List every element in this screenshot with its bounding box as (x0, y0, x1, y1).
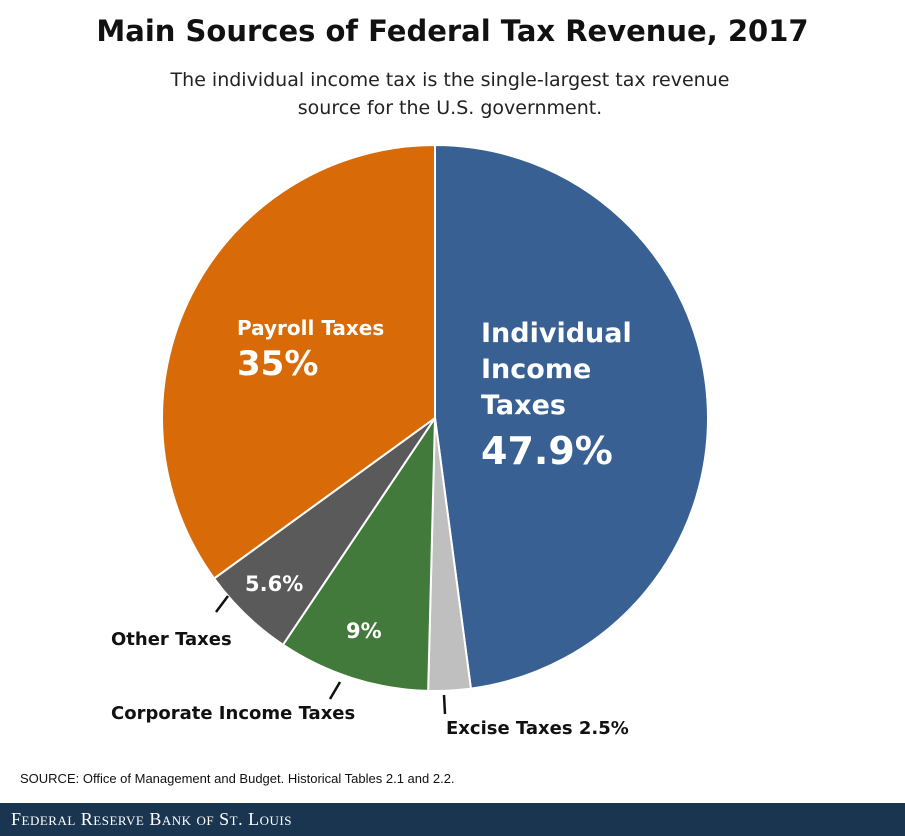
pie-chart (161, 143, 709, 715)
label-other-value: 5.6% (245, 572, 304, 596)
pie-slice-payroll-taxes (161, 143, 436, 580)
pie-slice-individual-income-taxes (434, 143, 709, 690)
label-payroll-value: 35% (237, 344, 319, 384)
footer-brand: Federal Reserve Bank of St. Louis (11, 809, 292, 829)
label-individual-name: Individual Income Taxes (481, 318, 632, 421)
label-individual: Individual Income Taxes 47.9% (481, 316, 651, 478)
label-corporate-name: Corporate Income Taxes (111, 703, 356, 724)
label-corporate-value: 9% (346, 619, 382, 643)
label-individual-value: 47.9% (481, 429, 613, 473)
leader-line-corporate (328, 681, 342, 700)
label-other-name: Other Taxes (111, 629, 232, 650)
label-payroll-name: Payroll Taxes (237, 316, 385, 340)
pie-slice-corporate-income-taxes (281, 414, 437, 692)
label-excise-value: 2.5% (578, 718, 629, 739)
leader-line-excise (442, 694, 447, 715)
source-note: SOURCE: Office of Management and Budget.… (20, 771, 455, 786)
chart-title: Main Sources of Federal Tax Revenue, 201… (96, 14, 809, 48)
label-payroll: Payroll Taxes 35% (237, 316, 384, 388)
footer-bar: Federal Reserve Bank of St. Louis (0, 803, 905, 836)
leader-line-other (215, 595, 229, 613)
chart-subtitle: The individual income tax is the single-… (170, 69, 730, 119)
label-excise-name: Excise Taxes (446, 718, 573, 739)
label-excise: Excise Taxes 2.5% (446, 718, 629, 739)
